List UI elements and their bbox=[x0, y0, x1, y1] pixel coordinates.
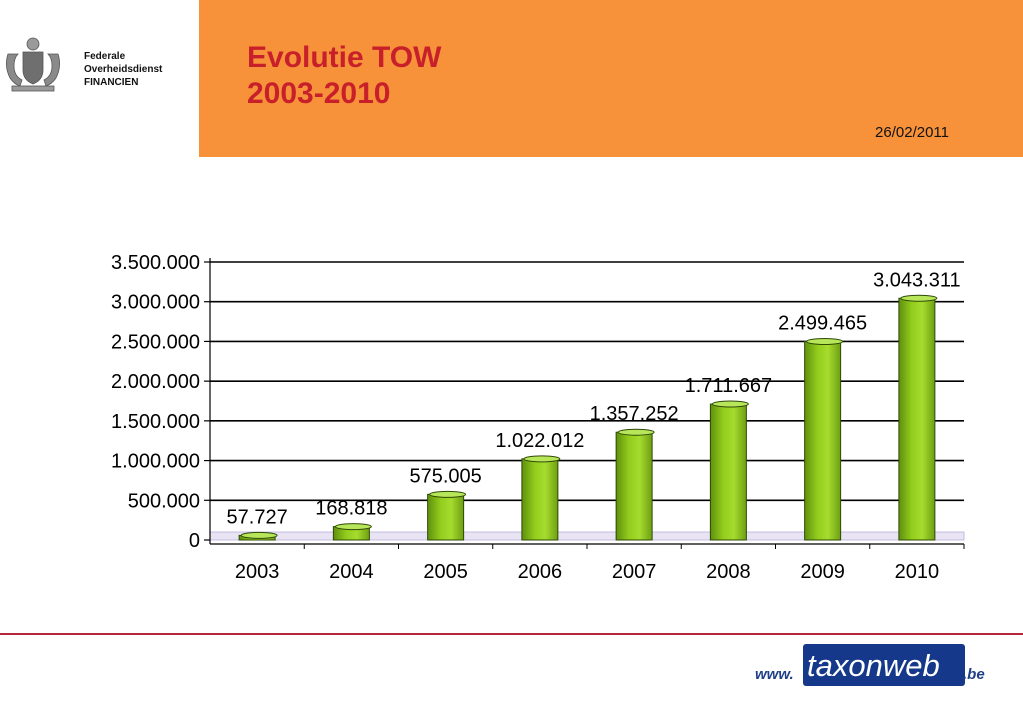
y-tick-label: 500.000 bbox=[128, 490, 200, 512]
bar bbox=[709, 403, 747, 541]
bar-top bbox=[617, 428, 655, 436]
logo-suffix: .be bbox=[963, 666, 985, 683]
data-label: 57.727 bbox=[227, 506, 288, 528]
bar-top bbox=[429, 490, 467, 498]
bar bbox=[804, 340, 842, 541]
x-tick-label: 2008 bbox=[706, 561, 751, 583]
footer-divider bbox=[0, 633, 1023, 635]
x-tick-label: 2010 bbox=[895, 561, 940, 583]
y-tick-label: 2.000.000 bbox=[111, 371, 200, 393]
data-label: 1.357.252 bbox=[590, 403, 679, 425]
logo-brand: taxonweb bbox=[807, 648, 940, 683]
logo-prefix: www. bbox=[755, 666, 794, 683]
y-tick-label: 0 bbox=[189, 530, 200, 552]
bar-chart: 0 500.000 1.000.000 1.500.000 2.000.000 2.500… bbox=[111, 252, 965, 583]
bar bbox=[427, 493, 465, 541]
slide-date: 26/02/2011 bbox=[875, 124, 949, 141]
title-line: Evolutie TOW bbox=[247, 41, 442, 74]
bar bbox=[521, 458, 559, 541]
bar bbox=[615, 431, 653, 541]
org-line: Federale bbox=[84, 51, 126, 62]
x-tick-label: 2009 bbox=[800, 561, 845, 583]
y-tick-label: 1.000.000 bbox=[111, 451, 200, 473]
slide-title: Evolutie TOW 2003-2010 bbox=[247, 40, 441, 112]
bar-top bbox=[523, 455, 561, 463]
data-label: 168.818 bbox=[315, 498, 387, 520]
y-tick-label: 2.500.000 bbox=[111, 331, 200, 353]
x-tick-label: 2004 bbox=[329, 561, 374, 583]
title-line: 2003-2010 bbox=[247, 77, 391, 110]
data-label: 3.043.311 bbox=[873, 269, 961, 291]
bar-top bbox=[900, 294, 938, 302]
x-tick-label: 2007 bbox=[612, 561, 657, 583]
data-label: 1.711.667 bbox=[685, 375, 773, 397]
chart-floor bbox=[209, 531, 965, 541]
coat-of-arms-icon bbox=[6, 37, 60, 92]
organization-name: Federale Overheidsdienst FINANCIEN bbox=[84, 50, 162, 89]
bar-top bbox=[711, 400, 749, 408]
data-label: 2.499.465 bbox=[778, 312, 867, 334]
y-tick-label: 3.000.000 bbox=[111, 292, 200, 314]
bar-top bbox=[240, 531, 278, 539]
y-tick-label: 1.500.000 bbox=[111, 411, 200, 433]
bar bbox=[898, 297, 936, 541]
x-tick-label: 2005 bbox=[423, 561, 468, 583]
header-band: Evolutie TOW 2003-2010 26/02/2011 bbox=[199, 0, 1023, 157]
y-tick-label: 3.500.000 bbox=[111, 252, 200, 274]
org-line: Overheidsdienst bbox=[84, 64, 163, 75]
data-label: 1.022.012 bbox=[495, 430, 584, 452]
x-tick-label: 2003 bbox=[235, 561, 280, 583]
logo-box bbox=[803, 644, 965, 686]
x-tick-label: 2006 bbox=[518, 561, 563, 583]
header-logo-area: Federale Overheidsdienst FINANCIEN bbox=[0, 0, 199, 157]
org-line: FINANCIEN bbox=[84, 77, 139, 88]
data-label: 575.005 bbox=[409, 465, 481, 487]
bar-top bbox=[334, 523, 372, 531]
bar-top bbox=[806, 337, 844, 345]
